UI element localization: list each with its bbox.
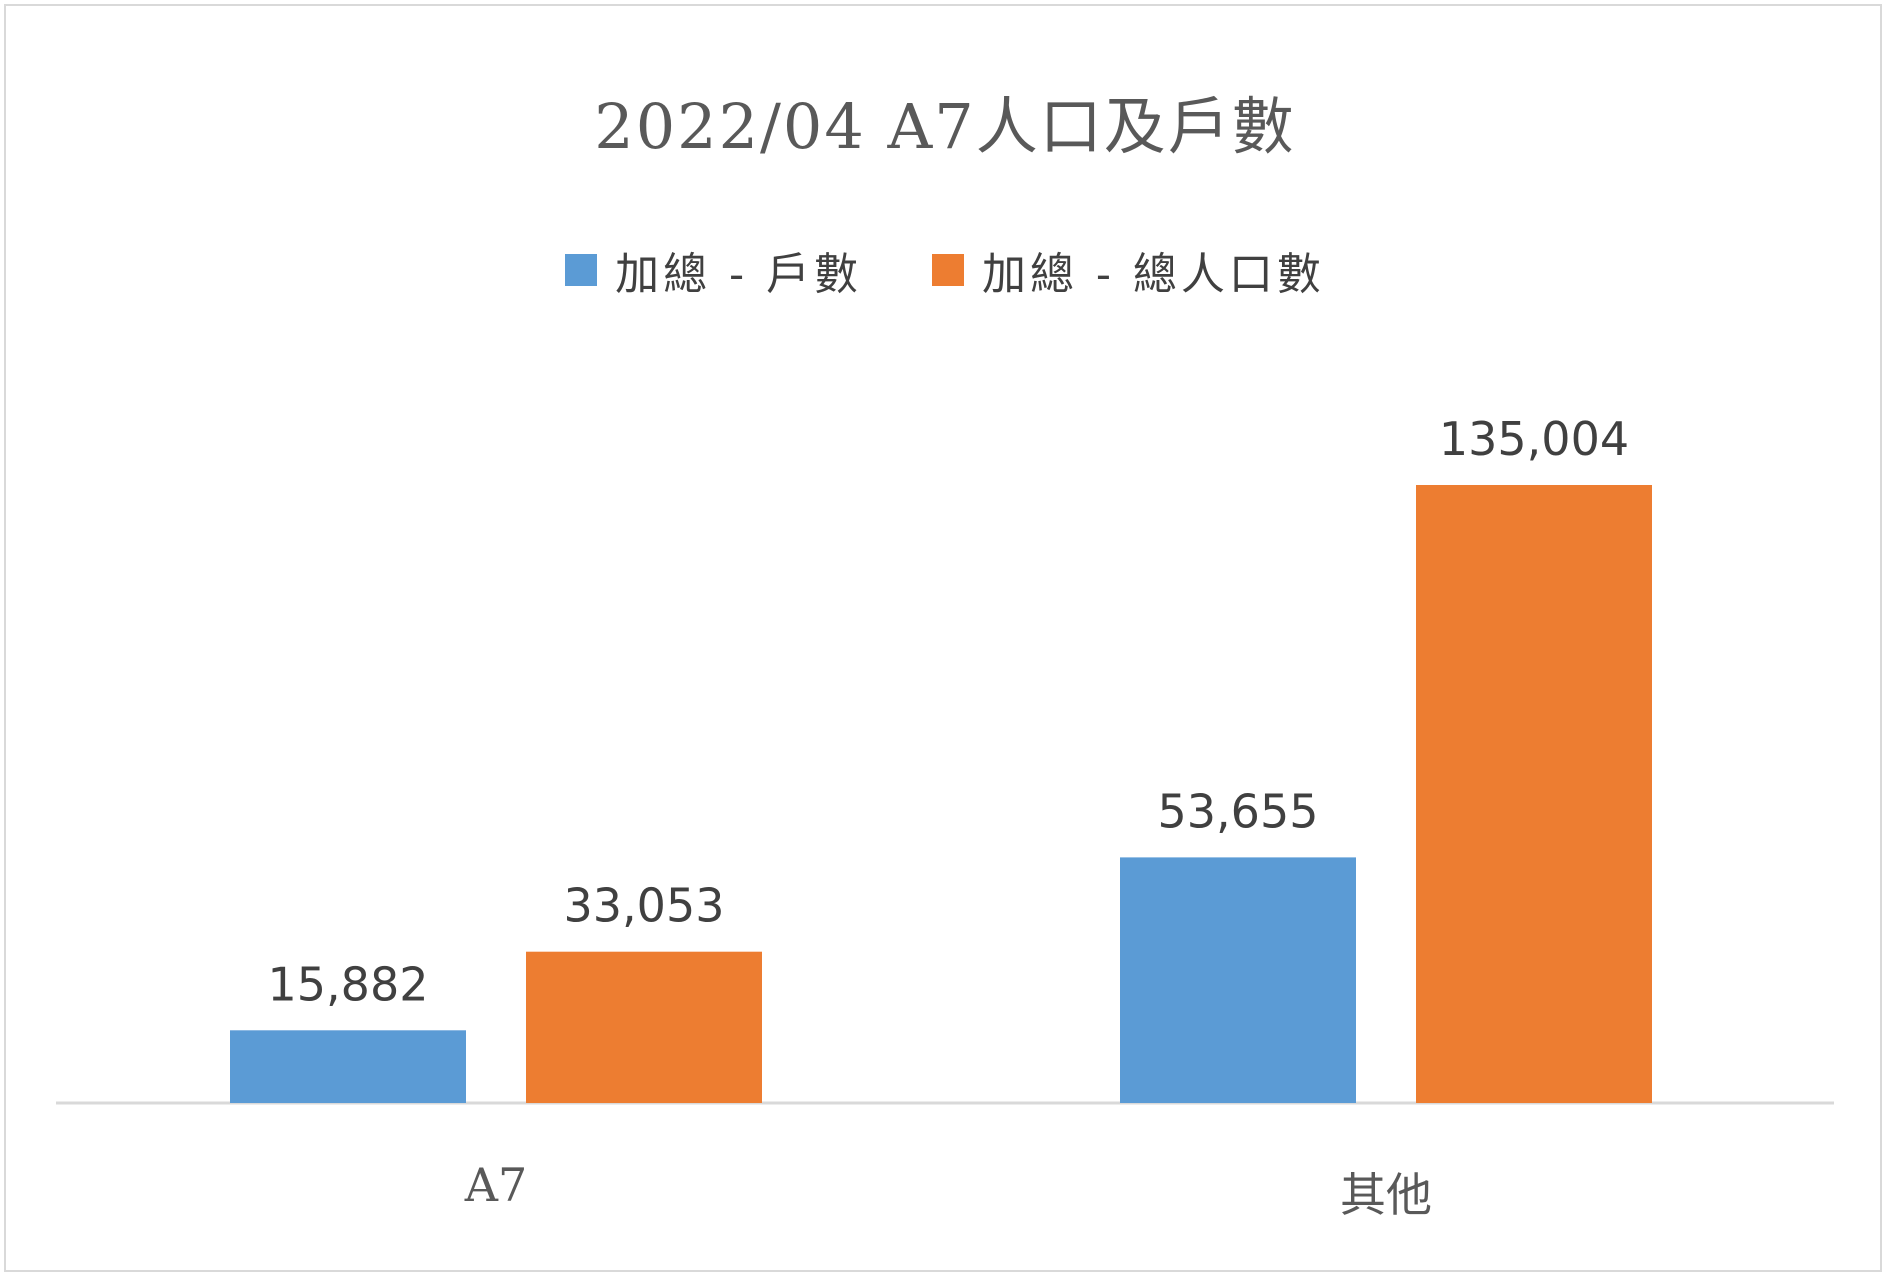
- chart-title: 2022/04 A7人口及戶數: [594, 90, 1296, 163]
- legend-item-households: 加總 - 戶數: [565, 238, 862, 302]
- chart-frame: 2022/04 A7人口及戶數 加總 - 戶數 加總 - 總人口數 15,882…: [4, 4, 1882, 1272]
- data-label-population-1: 135,004: [1439, 412, 1629, 466]
- bar-population-0: [526, 951, 762, 1103]
- legend-label-households: 加總 - 戶數: [615, 249, 862, 300]
- bar-households-0: [230, 1030, 466, 1103]
- legend-label-population: 加總 - 總人口數: [982, 249, 1325, 300]
- legend-swatch-households: [565, 254, 598, 286]
- legend-item-population: 加總 - 總人口數: [932, 238, 1325, 302]
- category-labels-group: A7 其他: [464, 1158, 1432, 1222]
- bar-households-1: [1120, 857, 1356, 1103]
- bar-population-1: [1416, 485, 1652, 1103]
- category-label-1: 其他: [1340, 1168, 1432, 1222]
- bar-labels-group: 15,882 33,053 53,655 135,004: [268, 412, 1630, 1011]
- category-label-0: A7: [464, 1158, 528, 1212]
- data-label-population-0: 33,053: [564, 879, 725, 933]
- plot-area: 15,882 33,053 53,655 135,004 A7 其他: [56, 412, 1834, 1222]
- data-label-households-1: 53,655: [1158, 784, 1319, 838]
- bars-group: [230, 485, 1652, 1103]
- legend-swatch-population: [932, 254, 964, 286]
- data-label-households-0: 15,882: [268, 957, 429, 1011]
- legend: 加總 - 戶數 加總 - 總人口數: [6, 238, 1884, 302]
